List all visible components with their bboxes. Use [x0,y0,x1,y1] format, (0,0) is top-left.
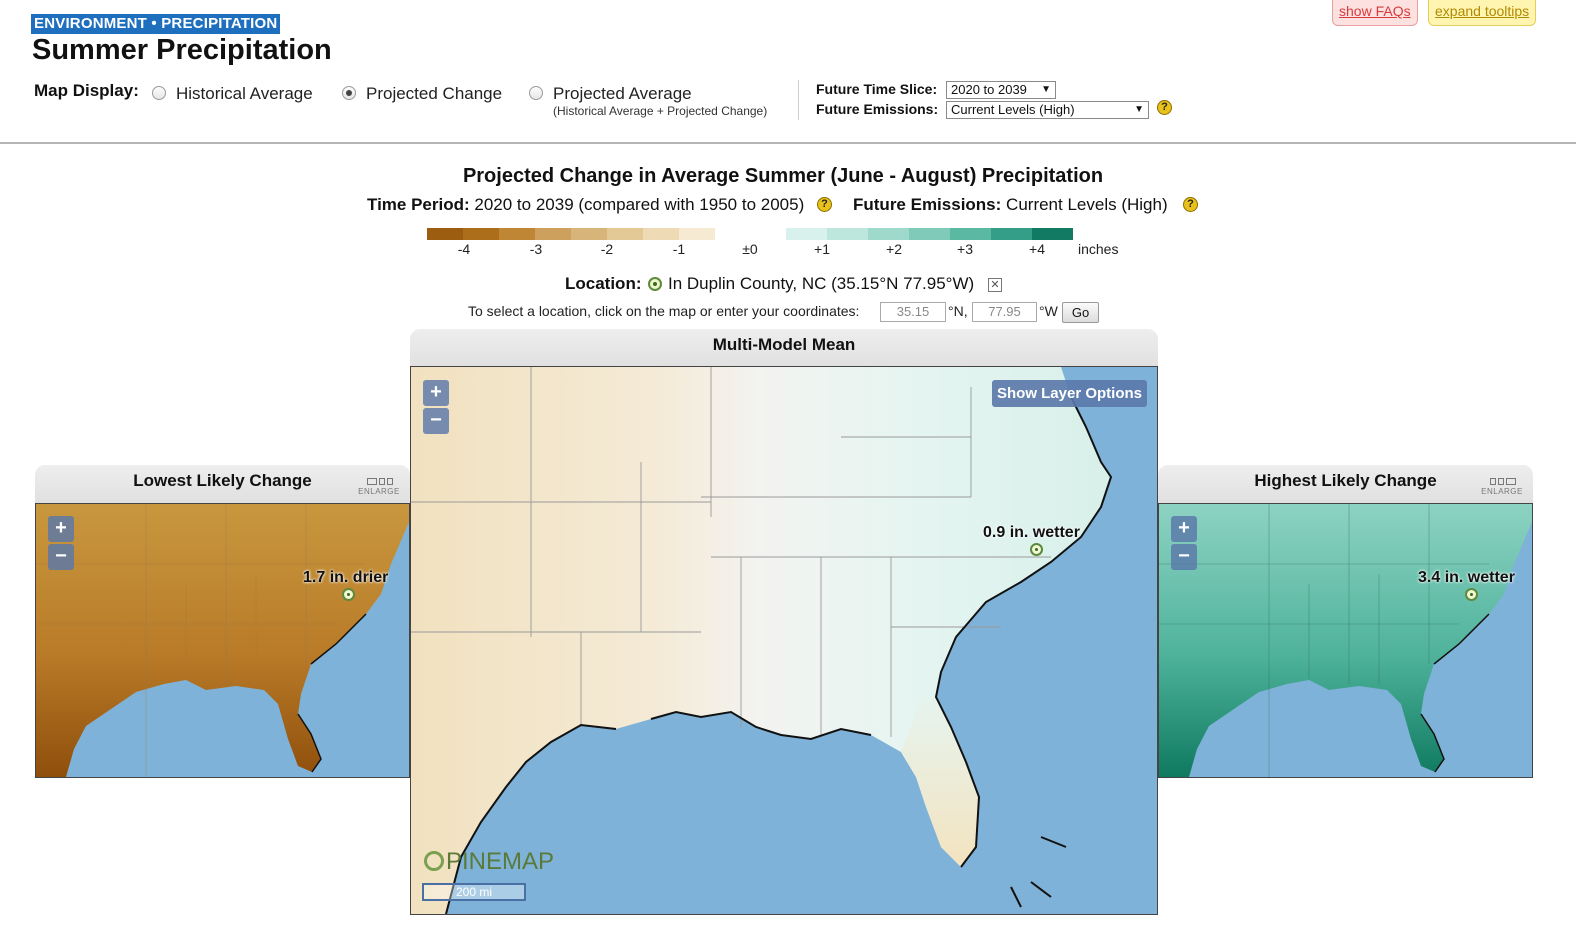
legend-swatch-dry [535,228,571,240]
map-display-label: Map Display: [34,81,139,100]
close-icon[interactable]: ✕ [988,278,1002,292]
longitude-unit: °W [1039,303,1058,319]
value-label-lowest: 1.7 in. drier [303,569,389,586]
emissions-value: Current Levels (High) [951,102,1075,117]
page-title: Summer Precipitation [32,34,332,66]
legend-swatch-dry [643,228,679,240]
show-layer-options-button[interactable]: Show Layer Options [992,380,1147,407]
enlarge-icon [1488,476,1516,486]
enlarge-icon [365,476,393,486]
latitude-input[interactable]: 35.15 [880,302,946,322]
legend-swatch-dry [571,228,607,240]
zoom-out-button-mean[interactable]: − [423,408,449,434]
chevron-down-icon: ▼ [1041,84,1051,95]
future-emissions-value: Current Levels (High) [1006,195,1168,214]
enlarge-button-highest[interactable]: ENLARGE [1478,476,1526,496]
legend-tick-label: +1 [814,241,830,257]
radio-label-historical-average[interactable]: Historical Average [176,84,313,103]
legend-tick-label: ±0 [742,241,758,257]
radio-historical-average[interactable] [152,86,166,100]
time-slice-select[interactable]: 2020 to 2039 ▼ [946,81,1056,99]
longitude-input[interactable]: 77.95 [972,302,1037,322]
zoom-out-button-lowest[interactable]: − [48,544,74,570]
legend-tick-label: -1 [672,241,686,257]
value-label-highest: 3.4 in. wetter [1418,569,1515,586]
legend-tick-label: +3 [957,241,973,257]
coordinate-instructions: To select a location, click on the map o… [468,303,860,319]
breadcrumb[interactable]: ENVIRONMENT • PRECIPITATION [31,14,281,34]
legend-tick-label: +4 [1029,241,1045,257]
radio-label-projected-average[interactable]: Projected Average [553,84,692,103]
help-icon[interactable]: ? [817,197,832,212]
pinemap-logo: PINEMAP [424,848,554,876]
legend-swatch-dry [607,228,643,240]
enlarge-button-lowest[interactable]: ENLARGE [355,476,403,496]
legend-tick-label: -2 [600,241,614,257]
legend-swatch-dry [679,228,715,240]
scale-bar: 200 mi [422,883,526,901]
location-marker-icon [1030,543,1043,556]
radio-projected-average[interactable] [529,86,543,100]
map-lowest-canvas[interactable] [36,504,409,777]
location-value: In Duplin County, NC (35.15°N 77.95°W) [668,274,975,293]
time-slice-value: 2020 to 2039 [951,82,1027,97]
legend-swatch-dry [427,228,463,240]
map-highest-canvas[interactable] [1159,504,1532,777]
pinemap-logo-icon [424,851,444,871]
map-lowest[interactable] [35,503,410,778]
legend-swatch-wet [868,228,909,240]
future-emissions: Future Emissions: Current Levels (High) [853,195,1168,215]
zoom-out-button-highest[interactable]: − [1171,544,1197,570]
zoom-in-button-mean[interactable]: + [423,380,449,406]
map-highest[interactable] [1158,503,1533,778]
time-slice-label: Future Time Slice: [816,81,938,97]
emissions-label: Future Emissions: [816,101,939,117]
time-period: Time Period: 2020 to 2039 (compared with… [367,195,804,215]
chart-title: Projected Change in Average Summer (June… [462,165,1104,187]
legend-swatch-wet [950,228,991,240]
location-label: Location: [565,274,642,293]
map-mean[interactable] [410,366,1158,915]
zoom-in-button-lowest[interactable]: + [48,516,74,542]
header-divider [0,142,1576,144]
radio-label-projected-change[interactable]: Projected Change [366,84,503,103]
emissions-select[interactable]: Current Levels (High) ▼ [946,101,1149,119]
legend-swatch-dry [499,228,535,240]
legend-swatch-wet [1032,228,1073,240]
panel-title-lowest: Lowest Likely Change [35,465,410,503]
chevron-down-icon: ▼ [1134,104,1144,115]
legend-tick-label: +2 [886,241,902,257]
legend-swatch-wet [827,228,868,240]
controls-divider [798,80,799,120]
expand-tooltips-button[interactable]: expand tooltips [1428,0,1537,26]
go-button[interactable]: Go [1062,302,1099,323]
help-icon[interactable]: ? [1183,197,1198,212]
panel-title-highest: Highest Likely Change [1158,465,1533,503]
help-icon[interactable]: ? [1157,100,1172,115]
legend-swatch-wet [991,228,1032,240]
show-faqs-button[interactable]: show FAQs [1332,0,1418,26]
panel-title-mean: Multi-Model Mean [410,329,1158,367]
legend-unit: inches [1078,241,1119,257]
future-emissions-label: Future Emissions: [853,195,1002,214]
time-period-label: Time Period: [367,195,470,214]
radio-projected-change[interactable] [342,86,356,100]
legend-swatch-wet [909,228,950,240]
zoom-in-button-highest[interactable]: + [1171,516,1197,542]
value-label-mean: 0.9 in. wetter [983,524,1080,541]
legend-swatch-dry [463,228,499,240]
latitude-unit: °N, [948,303,968,319]
legend-tick-label: -3 [529,241,543,257]
location-marker-icon [1465,588,1478,601]
legend-tick-label: -4 [457,241,471,257]
radio-sublabel-projected-average: (Historical Average + Projected Change) [553,104,768,118]
map-mean-canvas[interactable] [411,367,1157,914]
location-marker-icon [342,588,355,601]
legend-swatch-wet [786,228,827,240]
location-marker-icon [648,277,662,291]
time-period-value: 2020 to 2039 (compared with 1950 to 2005… [474,195,805,214]
